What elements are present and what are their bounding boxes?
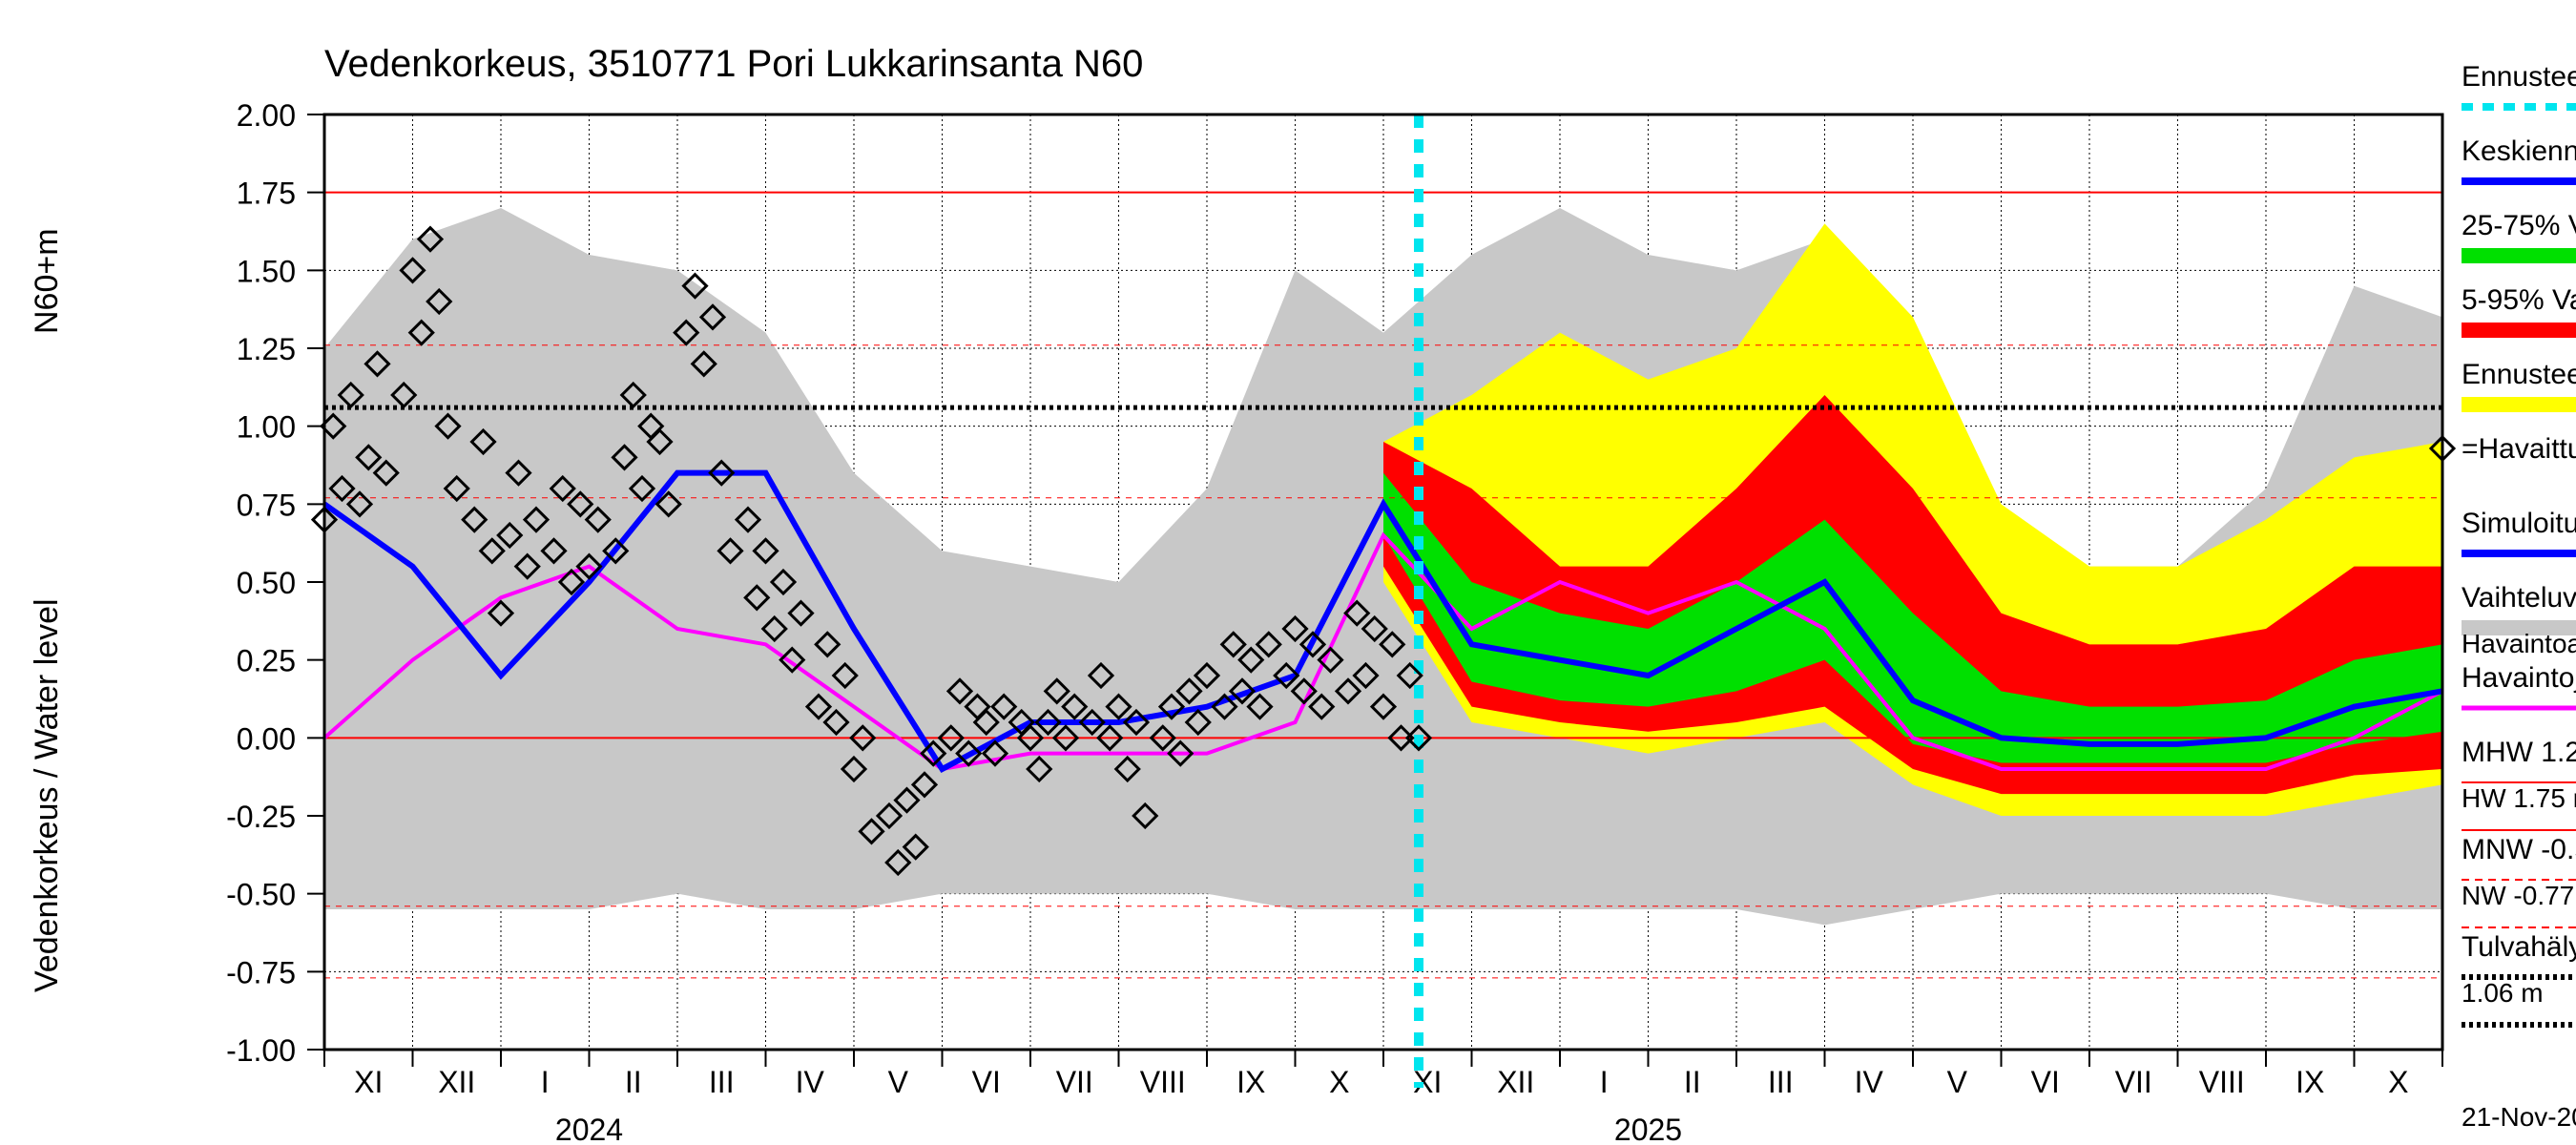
legend-label: Keskiennuste [2462, 135, 2576, 167]
x-month-label: XII [438, 1065, 475, 1099]
y-tick-label: -0.50 [226, 878, 296, 912]
x-month-label: VII [1056, 1065, 1093, 1099]
y-tick-label: -1.00 [226, 1033, 296, 1068]
x-month-label: III [709, 1065, 735, 1099]
legend-label: Havaintojen mediaani [2462, 662, 2576, 694]
y-tick-label: -0.75 [226, 955, 296, 989]
x-month-label: I [541, 1065, 550, 1099]
x-month-label: VIII [1140, 1065, 1186, 1099]
legend-swatch [2462, 323, 2576, 338]
legend-label: 5-95% Vaihteluväli [2462, 284, 2576, 316]
y-tick-label: 0.50 [237, 566, 296, 600]
legend-sublabel: 1.06 m [2462, 978, 2544, 1008]
y-axis-label-2: N60+m [29, 228, 65, 334]
x-month-label: VII [2115, 1065, 2152, 1099]
y-axis-label-1: Vedenkorkeus / Water level [29, 598, 65, 992]
y-tick-label: 0.00 [237, 721, 296, 756]
x-month-label: VI [972, 1065, 1001, 1099]
legend-label: 25-75% Vaihteluväli [2462, 210, 2576, 241]
x-month-label: IX [2296, 1065, 2324, 1099]
legend-label: Vaihteluväli 2005-2023 [2462, 582, 2576, 614]
legend-label: Simuloitu historia [2462, 508, 2576, 539]
x-year-label: 2025 [1614, 1113, 1682, 1145]
chart-title: Vedenkorkeus, 3510771 Pori Lukkarinsanta… [324, 43, 1143, 85]
x-month-label: IV [1855, 1065, 1884, 1099]
legend-label: Ennusteen alku [2462, 61, 2576, 93]
y-tick-label: 1.25 [237, 332, 296, 366]
y-tick-label: 1.50 [237, 254, 296, 288]
x-month-label: IV [796, 1065, 825, 1099]
x-month-label: XI [354, 1065, 383, 1099]
x-month-label: XII [1497, 1065, 1534, 1099]
legend-swatch [2462, 397, 2576, 412]
legend-sublabel: NW -0.77 m 31.03.2013 [2462, 881, 2576, 910]
x-month-label: IX [1236, 1065, 1265, 1099]
y-tick-label: 0.25 [237, 644, 296, 678]
legend-sublabel: Havaintoasema 3510771 [2462, 629, 2576, 658]
legend-label: Ennusteen vaihteluväli [2462, 359, 2576, 390]
x-month-label: II [625, 1065, 642, 1099]
x-month-label: II [1684, 1065, 1701, 1099]
legend-label: MHW 1.26 NHW 0.77 [2462, 737, 2576, 768]
x-month-label: VIII [2199, 1065, 2245, 1099]
x-month-label: V [888, 1065, 909, 1099]
x-year-label: 2024 [555, 1113, 623, 1145]
x-month-label: X [1329, 1065, 1349, 1099]
legend-sublabel: HW 1.75 m 19.01.2018 [2462, 783, 2576, 813]
y-tick-label: -0.25 [226, 800, 296, 834]
x-month-label: V [1947, 1065, 1968, 1099]
x-month-label: VI [2031, 1065, 2060, 1099]
chart-svg: Vedenkorkeus, 3510771 Pori Lukkarinsanta… [0, 0, 2576, 1145]
x-month-label: I [1600, 1065, 1609, 1099]
legend-label: MNW -0.54 HNW 0.00 [2462, 834, 2576, 865]
water-level-chart: Vedenkorkeus, 3510771 Pori Lukkarinsanta… [0, 0, 2576, 1145]
x-month-label: X [2388, 1065, 2408, 1099]
y-tick-label: 1.00 [237, 410, 296, 445]
x-month-label: III [1768, 1065, 1794, 1099]
legend-swatch [2462, 248, 2576, 263]
y-tick-label: 0.75 [237, 488, 296, 522]
y-tick-label: 2.00 [237, 98, 296, 133]
legend-label: Tulvahälytysraja [2462, 931, 2576, 963]
footer-timestamp: 21-Nov-2024 21:02 WSFS-O [2462, 1102, 2576, 1132]
legend-label: =Havaittu 3510771 [2462, 433, 2576, 465]
y-tick-label: 1.75 [237, 177, 296, 211]
